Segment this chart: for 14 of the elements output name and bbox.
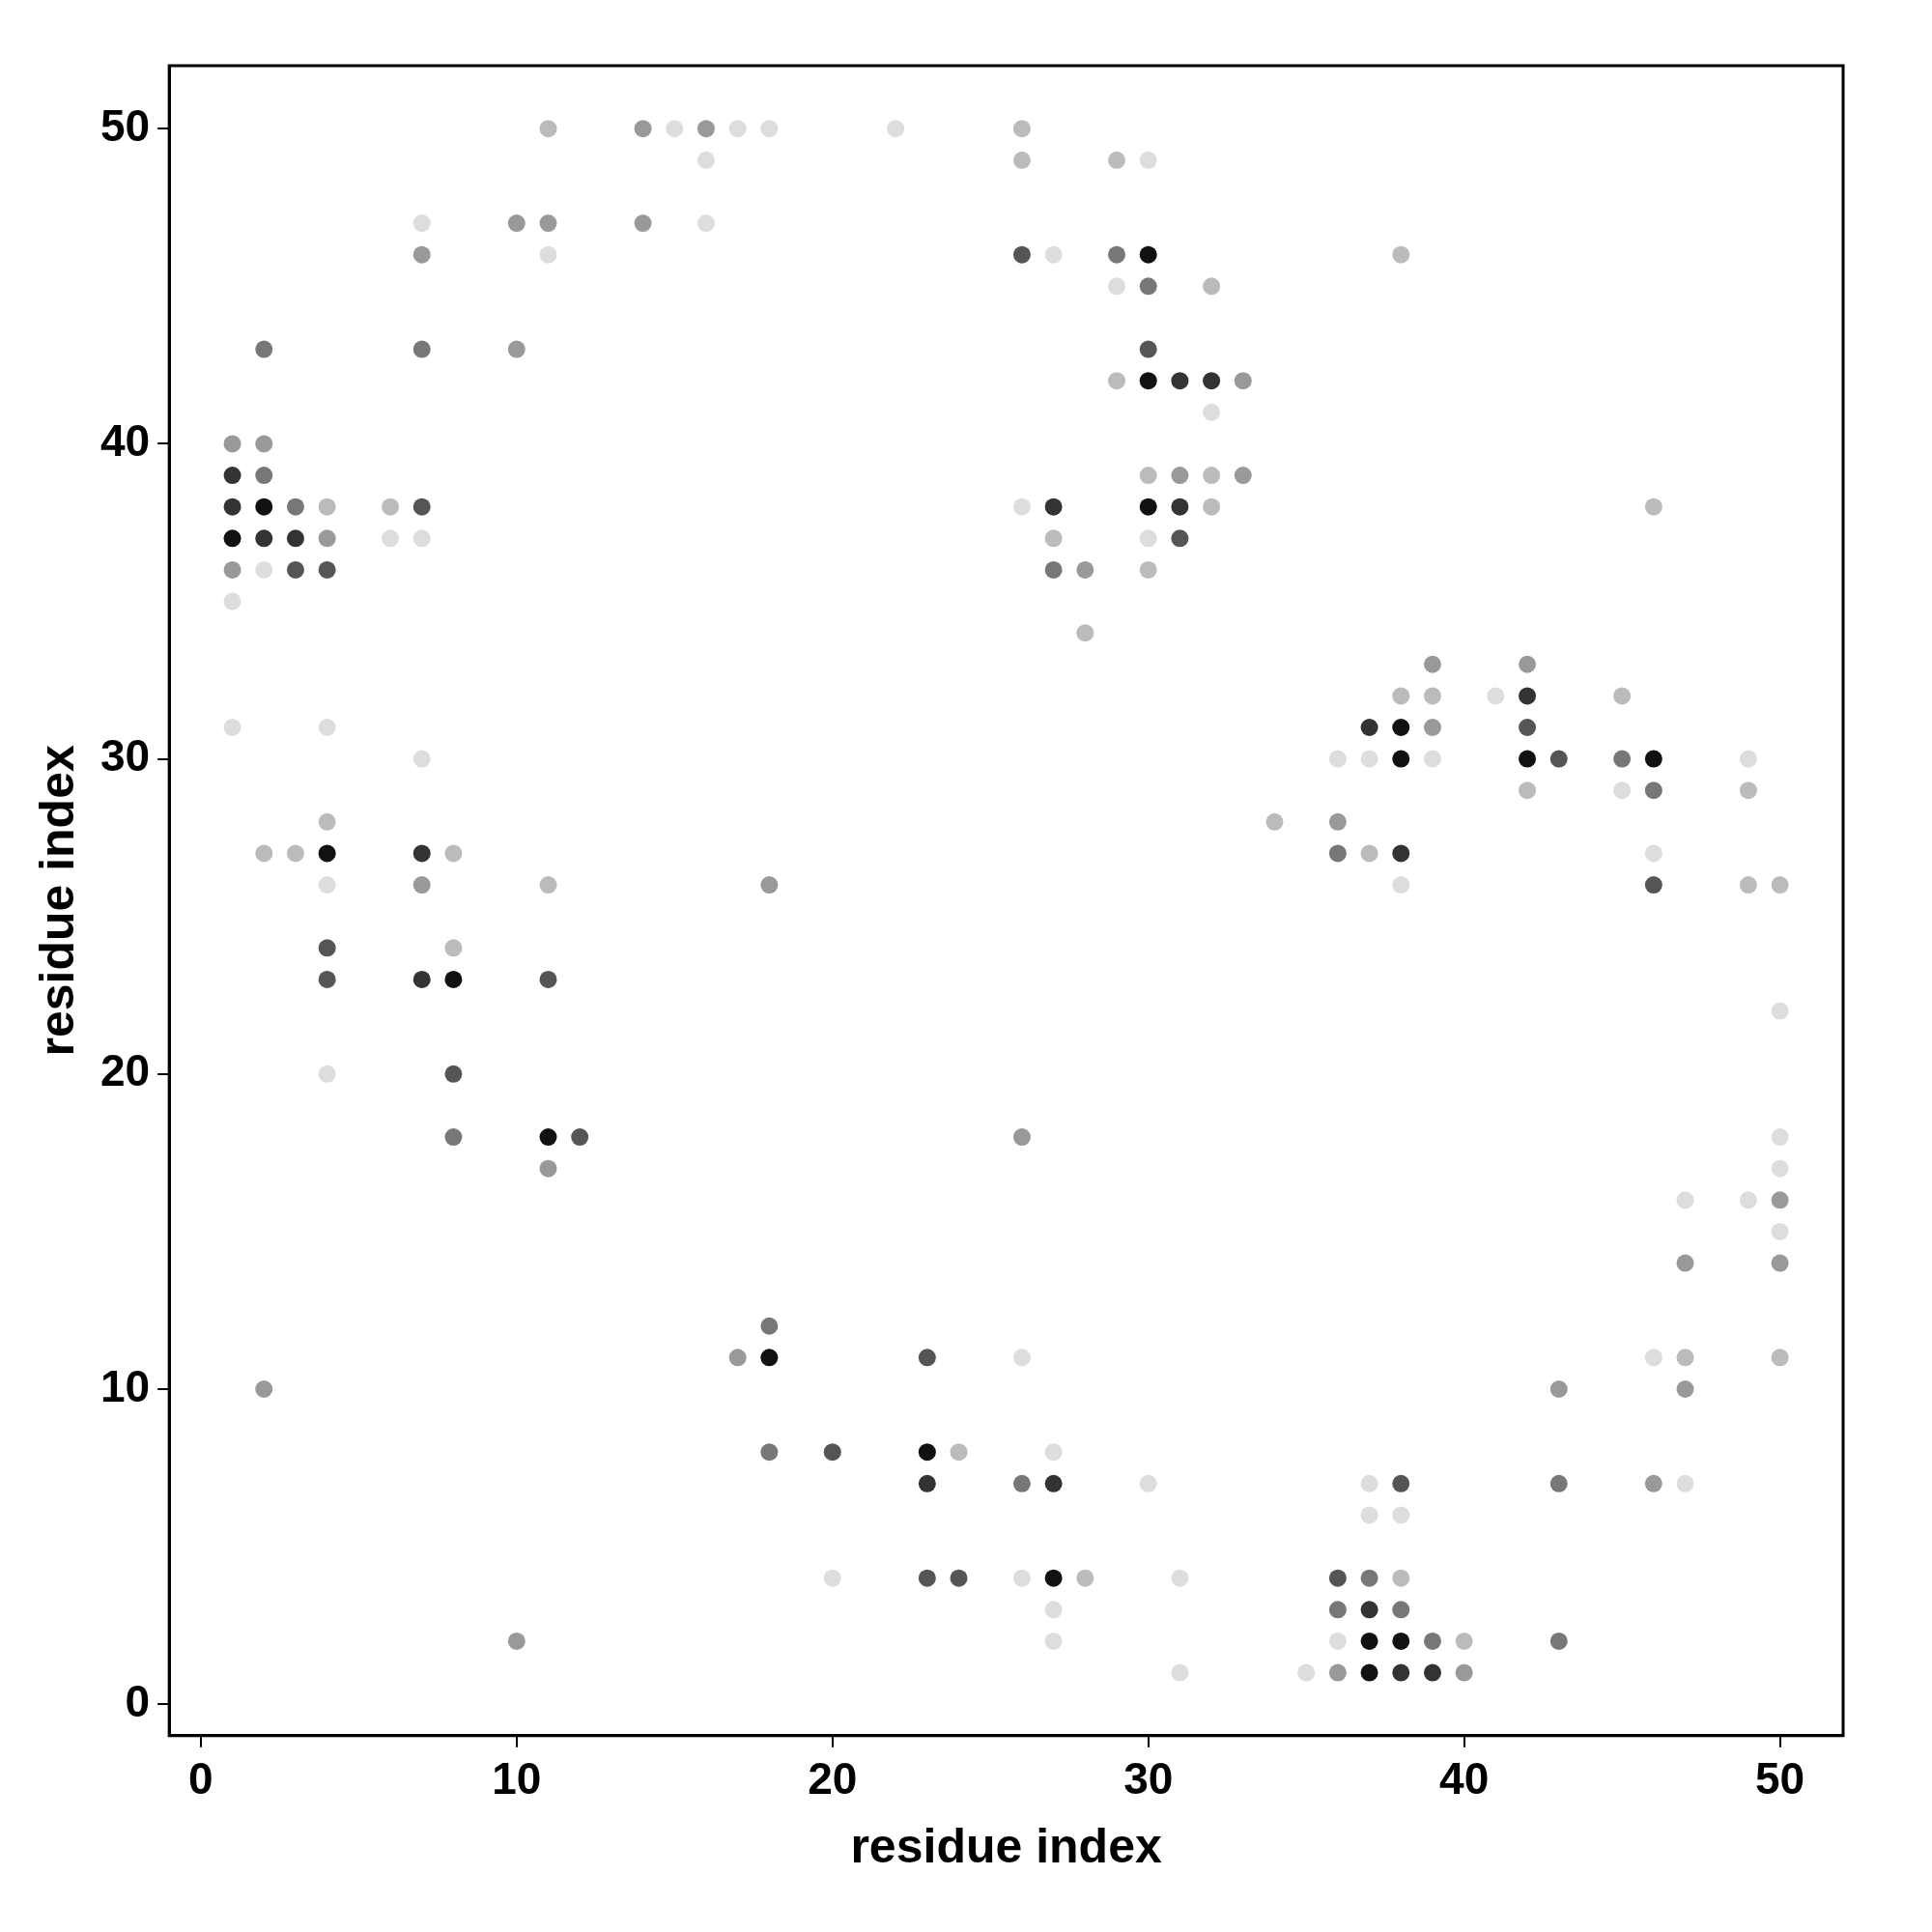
y-tick-label: 20 xyxy=(99,1045,151,1096)
y-tick-label: 40 xyxy=(99,415,151,467)
x-tick-label: 20 xyxy=(808,1753,858,1804)
y-tick-label: 0 xyxy=(125,1675,151,1726)
x-tick-label: 40 xyxy=(1439,1753,1490,1804)
x-tick-label: 0 xyxy=(188,1753,213,1804)
x-axis-title: residue index xyxy=(850,1818,1162,1873)
x-tick-label: 10 xyxy=(492,1753,542,1804)
y-axis-title: residue index xyxy=(29,745,84,1057)
y-tick-label: 10 xyxy=(99,1360,151,1411)
x-tick-label: 50 xyxy=(1755,1753,1805,1804)
y-tick-label: 50 xyxy=(99,99,151,151)
x-tick-label: 30 xyxy=(1123,1753,1174,1804)
y-tick-label: 30 xyxy=(99,730,151,781)
